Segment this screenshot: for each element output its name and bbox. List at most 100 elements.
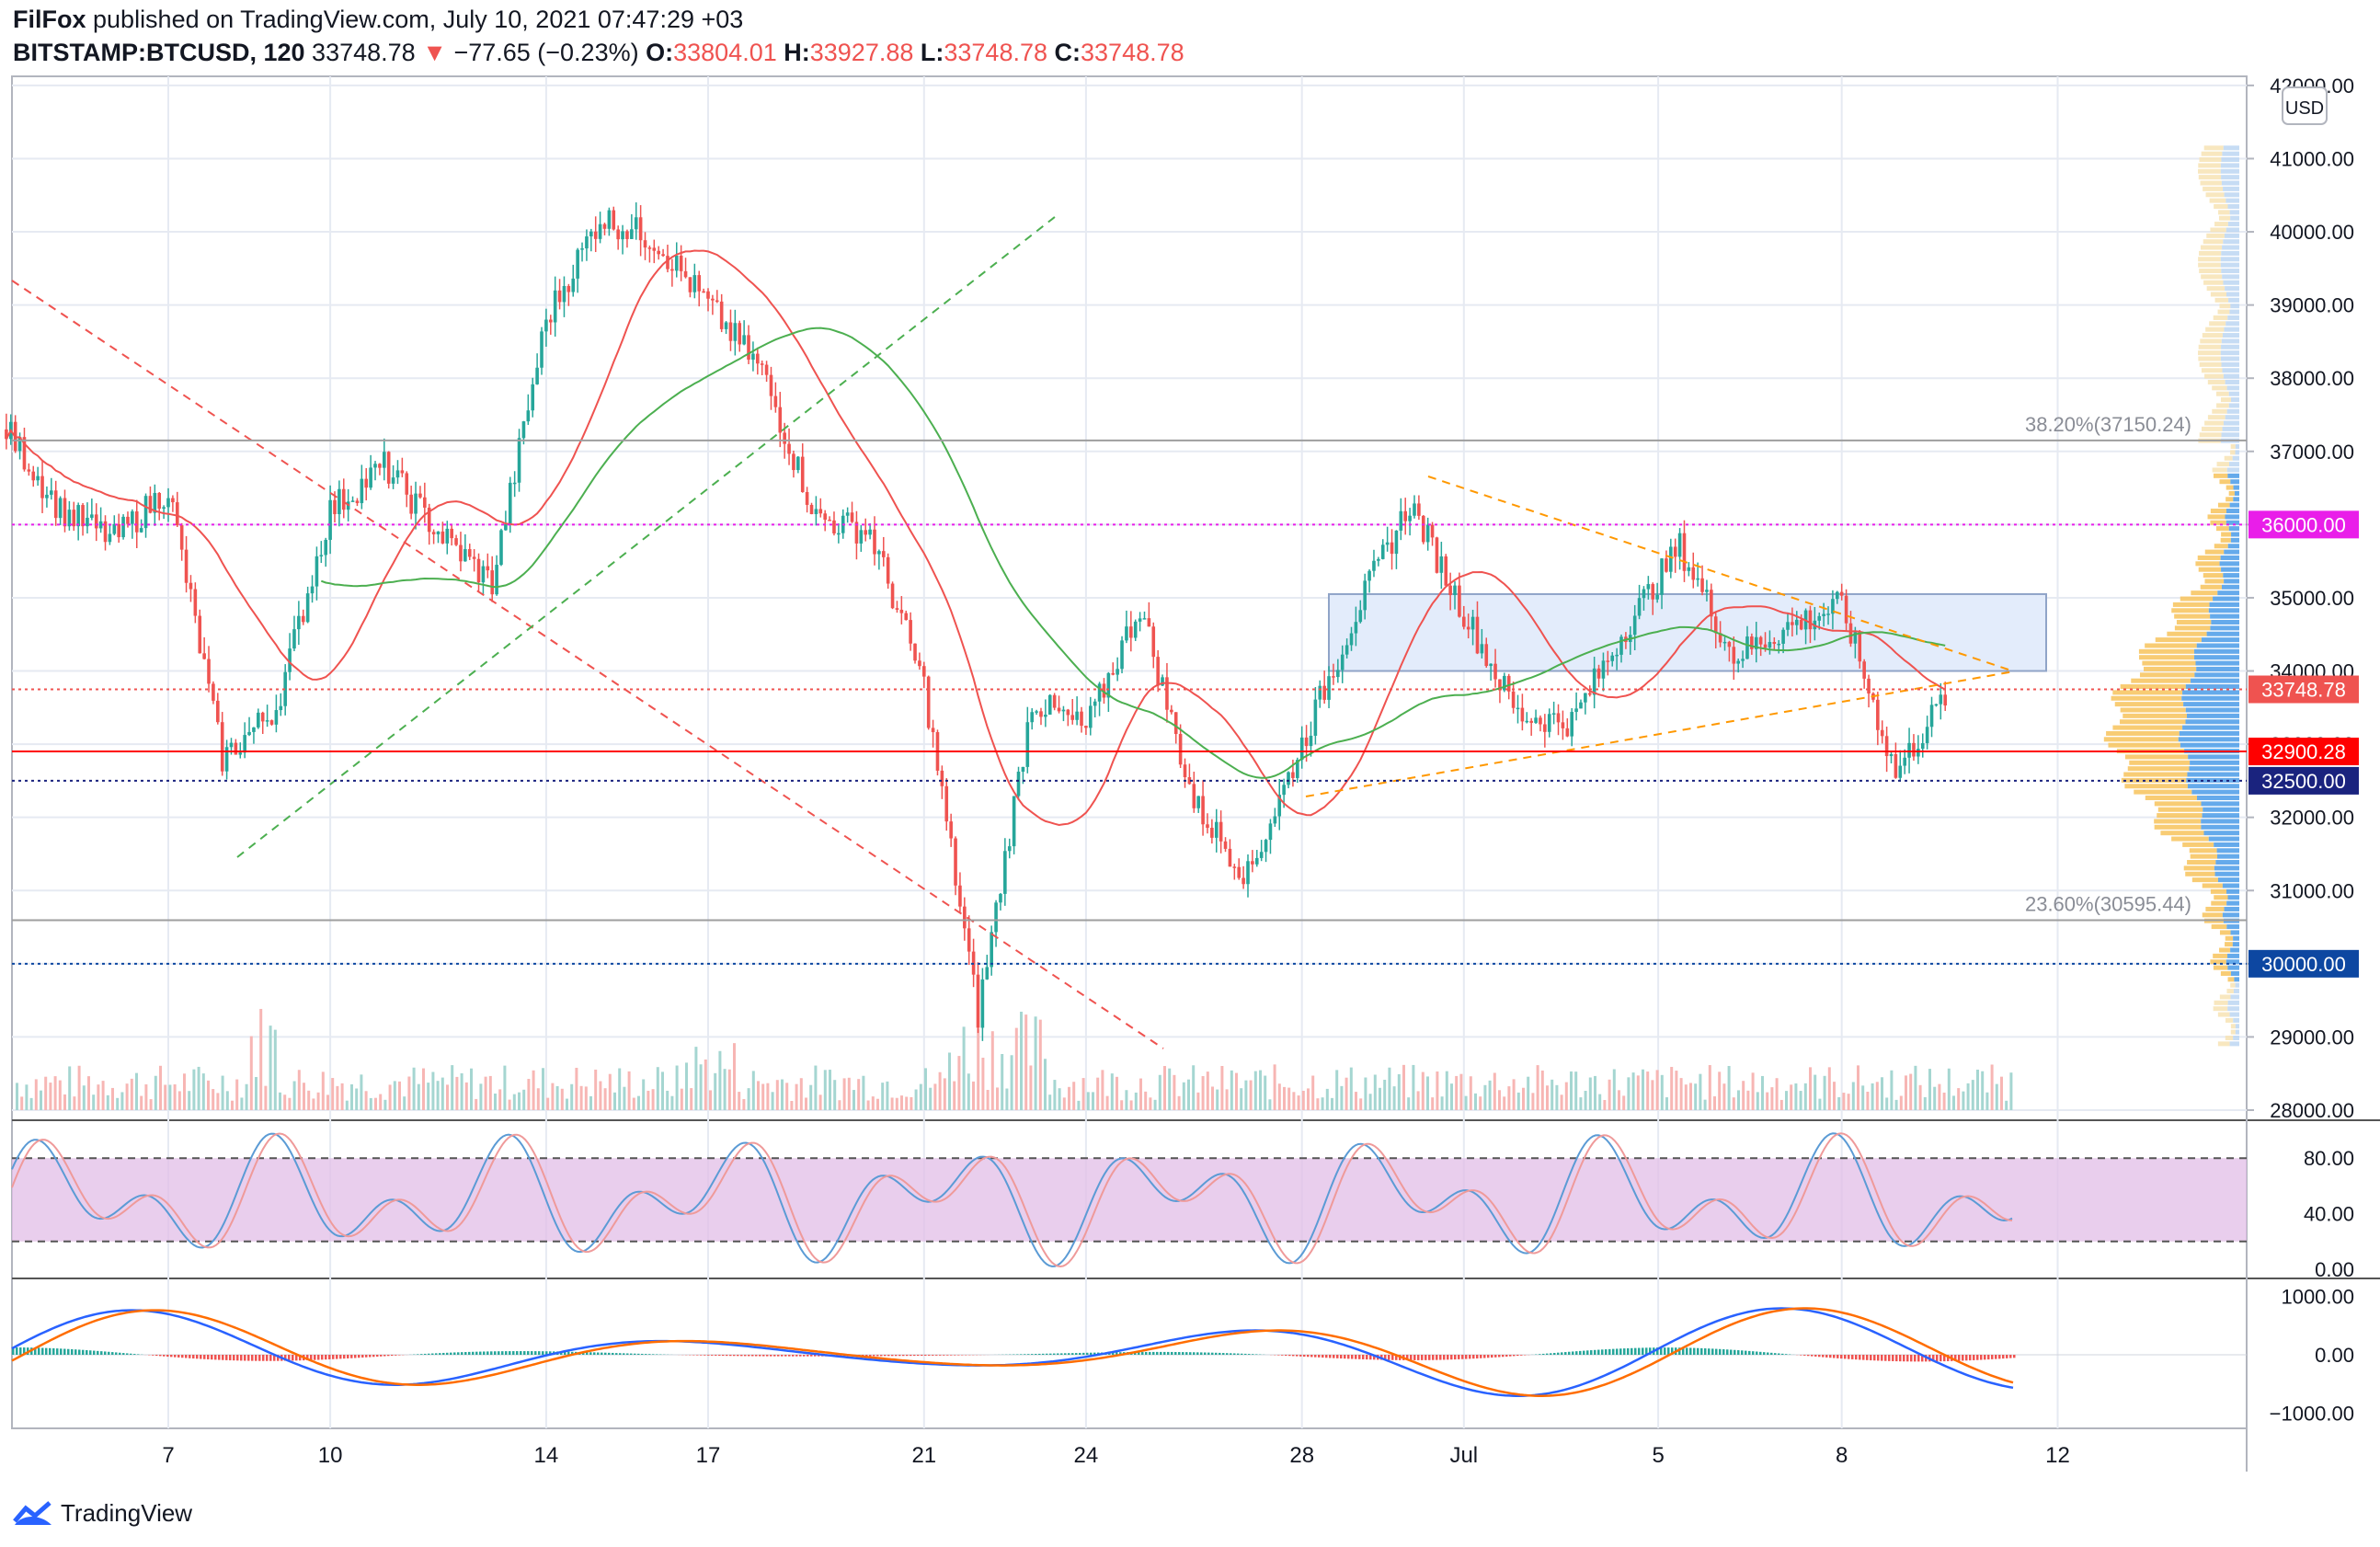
volume-profile-bar	[2213, 965, 2228, 970]
volume-bar	[216, 1093, 220, 1110]
volume-profile-bar	[2231, 532, 2239, 537]
macd-histogram-bar	[1634, 1347, 1637, 1355]
macd-histogram-bar	[211, 1355, 213, 1360]
macd-histogram-bar	[119, 1352, 121, 1355]
candle-body	[612, 210, 616, 230]
candle-body	[647, 247, 652, 249]
footer-brand[interactable]: TradingView	[13, 1499, 192, 1528]
candle-body	[274, 710, 279, 725]
volume-bar	[1751, 1072, 1755, 1110]
volume-profile-bar	[2201, 637, 2239, 643]
candle-body	[1651, 584, 1655, 600]
macd-histogram-bar	[1649, 1347, 1652, 1355]
volume-bar	[1344, 1077, 1348, 1110]
volume-bar	[536, 1088, 540, 1110]
macd-histogram-bar	[251, 1355, 254, 1361]
candle-body	[909, 620, 912, 644]
volume-bar	[518, 1092, 521, 1110]
candle-body	[1066, 709, 1070, 716]
candle-body	[769, 374, 773, 396]
x-tick-label: 24	[1074, 1443, 1099, 1468]
candle-body	[126, 516, 130, 524]
volume-profile-bar	[2233, 1017, 2239, 1023]
volume-profile-bar	[2230, 537, 2239, 543]
macd-histogram-bar	[1336, 1355, 1339, 1358]
macd-histogram-bar	[913, 1355, 916, 1357]
volume-bar	[1187, 1079, 1190, 1110]
macd-histogram-bar	[23, 1347, 26, 1355]
candle-body	[305, 593, 310, 623]
volume-bar	[207, 1080, 210, 1110]
candle-body	[292, 629, 296, 649]
macd-histogram-bar	[1667, 1347, 1670, 1355]
volume-bar	[1196, 1092, 1200, 1110]
candle-body	[976, 974, 980, 1028]
candle-body	[171, 498, 175, 503]
volume-bar	[1507, 1086, 1511, 1110]
volume-bar	[403, 1096, 406, 1110]
candle-body	[338, 488, 341, 515]
candle-body	[1606, 660, 1610, 662]
macd-histogram-bar	[475, 1351, 478, 1355]
volume-bar	[68, 1066, 72, 1110]
volume-profile-bar	[2220, 970, 2231, 976]
volume-bar	[1273, 1064, 1276, 1110]
volume-profile-bar	[2222, 245, 2239, 250]
macd-histogram-bar	[269, 1355, 272, 1361]
macd-histogram-bar	[1362, 1355, 1365, 1359]
volume-profile-bar	[2189, 766, 2239, 772]
candle-body	[1025, 722, 1030, 767]
volume-profile-bar	[2230, 479, 2239, 485]
macd-histogram-bar	[1046, 1353, 1048, 1355]
volume-profile-bar	[2225, 942, 2233, 947]
candle-body	[1116, 669, 1119, 675]
volume-profile-bar	[2229, 1012, 2239, 1017]
author-name[interactable]: FilFox	[13, 6, 86, 33]
volume-bar	[1062, 1097, 1066, 1110]
volume-profile-bar	[2226, 385, 2239, 391]
volume-profile-bar	[2230, 215, 2239, 221]
volume-bar	[1105, 1095, 1109, 1110]
macd-histogram-bar	[328, 1355, 331, 1359]
macd-histogram-bar	[891, 1355, 894, 1357]
volume-profile-bar	[2201, 824, 2239, 830]
volume-bar	[1402, 1064, 1405, 1110]
volume-profile-bar	[2106, 730, 2180, 736]
candle-body	[1259, 852, 1264, 858]
volume-bar	[1823, 1075, 1826, 1110]
volume-profile-bar	[2180, 742, 2239, 748]
volume-bar	[255, 1076, 257, 1110]
volume-bar	[1761, 1075, 1764, 1110]
volume-profile-bar	[2206, 286, 2226, 292]
volume-profile-bar	[2227, 222, 2239, 227]
macd-histogram-bar	[1152, 1351, 1155, 1355]
macd-histogram-bar	[1785, 1354, 1788, 1355]
volume-bar	[627, 1071, 631, 1110]
macd-histogram-bar	[498, 1351, 500, 1355]
candle-body	[1808, 610, 1813, 630]
volume-profile-bar	[2157, 807, 2203, 812]
volume-bar	[723, 1069, 727, 1110]
candle-body	[1251, 861, 1254, 865]
volume-bar	[1149, 1097, 1152, 1110]
fibonacci-label: 23.60%(30595.44)	[2025, 892, 2191, 915]
candle-body	[131, 511, 134, 524]
candle-body	[1358, 610, 1363, 623]
candle-body	[1363, 580, 1367, 611]
volume-bar	[1957, 1088, 1961, 1110]
volume-bar	[1086, 1092, 1090, 1110]
volume-bar	[833, 1080, 837, 1110]
volume-bar	[795, 1083, 798, 1110]
volume-bar	[532, 1070, 535, 1110]
candle-body	[918, 660, 921, 667]
volume-bar	[1579, 1097, 1583, 1110]
macd-histogram-bar	[273, 1355, 276, 1361]
candle-body	[301, 615, 305, 623]
macd-histogram-bar	[1035, 1354, 1037, 1355]
macd-histogram-bar	[1722, 1349, 1725, 1355]
candle-body	[98, 521, 103, 529]
macd-histogram-bar	[343, 1355, 346, 1359]
macd-histogram-bar	[1932, 1355, 1935, 1362]
candle-body	[76, 505, 80, 527]
